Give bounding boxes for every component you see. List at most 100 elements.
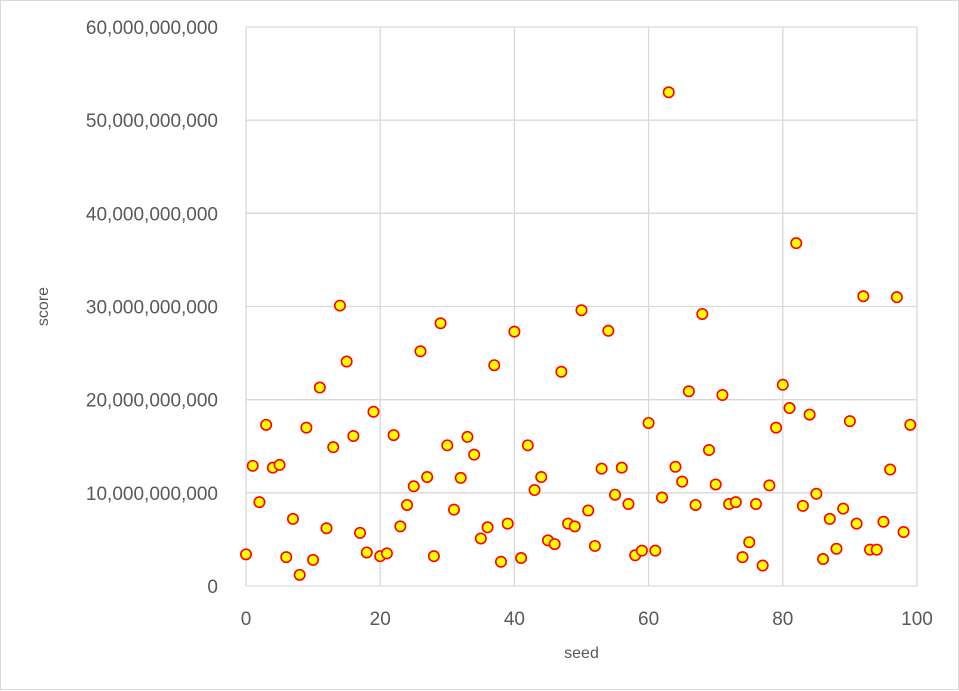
data-point [716,389,729,402]
x-axis-title: seed [564,645,599,662]
data-point [776,378,789,391]
data-point [669,460,682,473]
data-point [884,463,897,476]
data-point [528,484,541,497]
data-point [877,515,890,528]
x-tick-label: 100 [901,609,933,630]
data-point [770,421,783,434]
data-point [897,525,910,538]
data-point [729,496,742,509]
data-point [494,555,507,568]
data-point [568,520,581,533]
data-point [635,544,648,557]
data-point [602,324,615,337]
data-points [240,86,917,581]
data-point [273,458,286,471]
data-point [649,544,662,557]
data-point [837,502,850,515]
data-point [609,488,622,501]
y-tick-label: 20,000,000,000 [86,391,218,412]
data-point [347,430,360,443]
y-axis-tick-labels: 0 10,000,000,000 20,000,000,000 30,000,000,… [86,18,218,598]
data-point [387,429,400,442]
data-point [407,480,420,493]
data-point [501,517,514,530]
data-point [300,421,313,434]
x-axis-tick-labels: 0 20 40 60 80 100 [241,609,933,630]
data-point [890,291,903,304]
data-point [790,237,803,250]
x-tick-label: 20 [370,609,391,630]
data-point [736,551,749,564]
y-tick-label: 30,000,000,000 [86,298,218,319]
data-point [823,512,836,525]
data-point [656,491,669,504]
data-point [421,470,434,483]
y-axis-title: score [35,287,52,326]
data-point [521,439,534,452]
data-point [830,542,843,555]
data-point [327,441,340,454]
data-point [260,418,273,431]
data-point [575,304,588,317]
data-point [286,512,299,525]
data-point [817,552,830,565]
data-point [320,522,333,535]
data-point [622,498,635,511]
data-point [454,471,467,484]
y-tick-label: 40,000,000,000 [86,204,218,225]
data-point [508,325,521,338]
data-point [488,359,501,372]
data-point [749,498,762,511]
data-point [427,550,440,563]
data-point [414,345,427,358]
data-point [367,405,380,418]
data-point [870,543,883,556]
data-point [689,498,702,511]
data-point [434,317,447,330]
data-point [515,552,528,565]
data-point [548,538,561,551]
data-point [803,408,816,421]
data-point [588,539,601,552]
gridlines [245,26,918,587]
data-point [313,381,326,394]
data-point [850,517,863,530]
data-point [481,521,494,534]
data-point [662,86,675,99]
y-tick-label: 0 [207,577,218,598]
data-point [380,547,393,560]
x-tick-label: 0 [241,609,252,630]
data-point [253,496,266,509]
x-tick-label: 60 [638,609,659,630]
data-point [293,568,306,581]
data-point [595,462,608,475]
x-tick-label: 40 [504,609,525,630]
data-point [810,487,823,500]
y-tick-label: 60,000,000,000 [86,18,218,39]
x-tick-label: 80 [772,609,793,630]
data-point [307,553,320,566]
data-point [394,520,407,533]
data-point [474,532,487,545]
data-point [676,475,689,488]
y-tick-label: 10,000,000,000 [86,484,218,505]
data-point [756,559,769,572]
data-point [743,536,756,549]
data-point [696,307,709,320]
data-point [709,478,722,491]
data-point [441,439,454,452]
data-point [401,498,414,511]
data-point [354,526,367,539]
data-point [360,546,373,559]
data-point [461,430,474,443]
data-point [468,448,481,461]
data-point [904,418,917,431]
data-point [340,355,353,368]
data-point [857,290,870,303]
data-point [582,504,595,517]
data-point [843,415,856,428]
data-point [555,365,568,378]
